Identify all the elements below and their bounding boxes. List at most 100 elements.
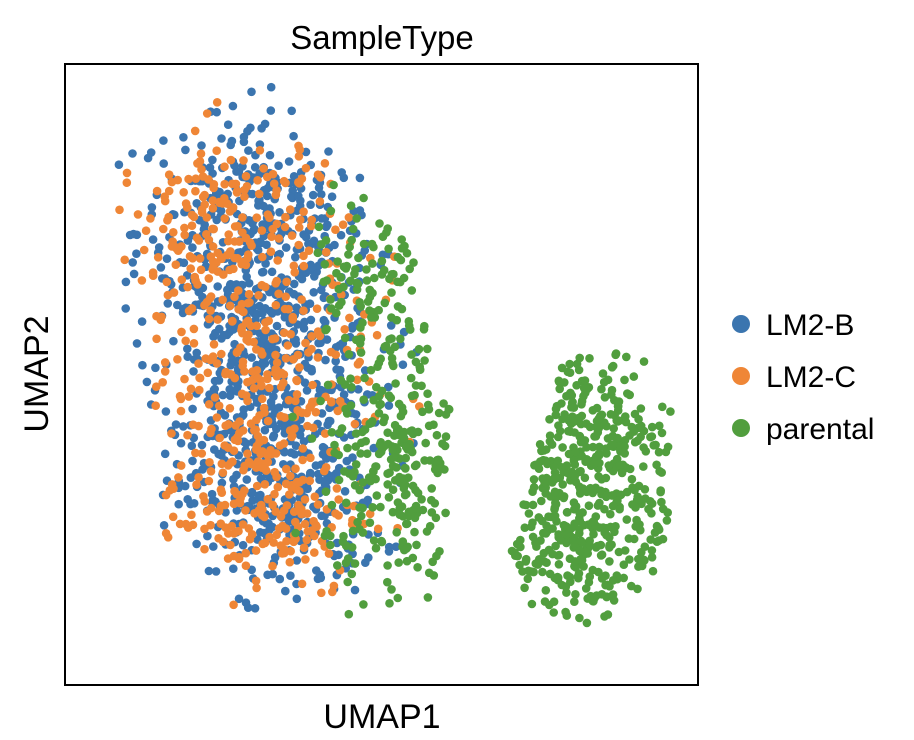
data-point-parental	[609, 596, 619, 605]
data-point-lm2-c	[274, 289, 283, 299]
data-point-lm2-b	[342, 456, 352, 466]
data-point-lm2-c	[281, 292, 291, 302]
data-point-lm2-c	[187, 510, 196, 520]
data-point-parental	[380, 298, 390, 308]
data-point-lm2-c	[234, 286, 243, 295]
data-point-lm2-b	[129, 269, 139, 279]
data-point-lm2-c	[224, 230, 233, 239]
data-point-parental	[588, 442, 598, 452]
data-point-lm2-b	[289, 279, 299, 289]
data-point-lm2-c	[301, 555, 310, 564]
data-point-lm2-c	[141, 226, 151, 235]
data-point-lm2-c	[175, 519, 185, 529]
data-point-lm2-b	[243, 127, 252, 136]
data-point-parental	[339, 531, 348, 541]
data-point-lm2-c	[301, 338, 310, 348]
data-point-parental	[348, 526, 358, 536]
data-point-lm2-c	[190, 272, 200, 282]
data-point-parental	[341, 264, 351, 273]
data-point-parental	[605, 557, 614, 566]
data-point-parental	[575, 353, 584, 363]
data-point-parental	[584, 501, 594, 511]
data-point-parental	[620, 375, 629, 385]
data-point-parental	[619, 573, 628, 583]
data-point-parental	[565, 368, 575, 378]
data-point-lm2-b	[220, 411, 230, 420]
data-point-lm2-c	[197, 205, 207, 214]
data-point-parental	[590, 593, 599, 603]
data-point-lm2-b	[384, 547, 394, 556]
data-point-parental	[291, 528, 300, 538]
data-point-lm2-c	[268, 561, 277, 571]
data-point-lm2-b	[314, 183, 324, 193]
data-point-lm2-b	[360, 246, 370, 255]
data-point-parental	[620, 442, 629, 451]
data-point-lm2-b	[162, 254, 172, 263]
data-point-parental	[383, 480, 393, 489]
data-point-lm2-c	[292, 477, 302, 487]
data-point-lm2-c	[291, 464, 300, 474]
data-point-parental	[580, 473, 590, 483]
data-point-lm2-c	[206, 428, 215, 438]
data-point-parental	[614, 397, 624, 406]
data-point-parental	[553, 432, 563, 442]
data-point-parental	[417, 381, 426, 391]
data-point-parental	[399, 427, 409, 437]
data-point-lm2-b	[263, 570, 272, 580]
data-point-lm2-c	[158, 378, 167, 387]
data-point-parental	[540, 477, 549, 487]
data-point-parental	[593, 541, 602, 551]
data-point-lm2-c	[321, 247, 331, 257]
data-point-parental	[647, 422, 657, 432]
data-point-lm2-b	[234, 167, 244, 176]
data-point-parental	[372, 491, 382, 500]
data-point-lm2-c	[204, 476, 214, 486]
data-point-lm2-c	[241, 171, 251, 181]
data-point-parental	[408, 553, 418, 563]
data-point-lm2-b	[192, 199, 201, 208]
data-point-parental	[604, 461, 614, 470]
data-point-lm2-b	[312, 566, 321, 575]
data-point-parental	[374, 408, 384, 418]
data-point-parental	[644, 504, 653, 514]
data-point-lm2-c	[252, 213, 262, 222]
data-point-lm2-c	[217, 459, 227, 469]
data-point-parental	[654, 447, 664, 457]
data-point-parental	[413, 488, 423, 498]
data-point-lm2-c	[313, 170, 323, 179]
data-point-parental	[646, 497, 655, 506]
data-point-lm2-b	[183, 352, 192, 362]
data-point-lm2-b	[263, 183, 273, 193]
data-point-lm2-b	[300, 378, 310, 388]
data-point-parental	[577, 400, 586, 409]
data-point-parental	[427, 495, 436, 505]
data-point-parental	[377, 536, 386, 546]
data-point-lm2-c	[151, 401, 160, 411]
data-point-lm2-c	[209, 183, 218, 193]
data-point-parental	[585, 540, 594, 550]
data-point-lm2-c	[320, 429, 330, 438]
data-point-lm2-c	[294, 152, 304, 161]
data-point-lm2-c	[200, 190, 209, 200]
data-point-lm2-c	[163, 216, 172, 225]
data-point-parental	[654, 523, 663, 533]
data-point-lm2-b	[330, 240, 339, 250]
data-point-parental	[620, 449, 629, 458]
data-point-lm2-c	[240, 367, 249, 376]
data-point-lm2-c	[181, 336, 190, 346]
data-point-parental	[639, 443, 648, 452]
data-point-lm2-c	[169, 228, 178, 237]
legend-marker-lm2-b	[732, 315, 750, 333]
data-point-parental	[356, 302, 366, 311]
data-point-lm2-b	[386, 321, 396, 330]
data-point-parental	[432, 551, 441, 561]
data-point-lm2-c	[160, 196, 170, 206]
data-point-parental	[629, 427, 639, 436]
data-point-lm2-c	[259, 164, 268, 173]
data-point-lm2-c	[292, 390, 302, 399]
data-point-lm2-c	[205, 458, 214, 467]
data-point-parental	[424, 421, 434, 431]
data-point-lm2-b	[313, 574, 323, 584]
data-point-lm2-c	[308, 397, 317, 407]
